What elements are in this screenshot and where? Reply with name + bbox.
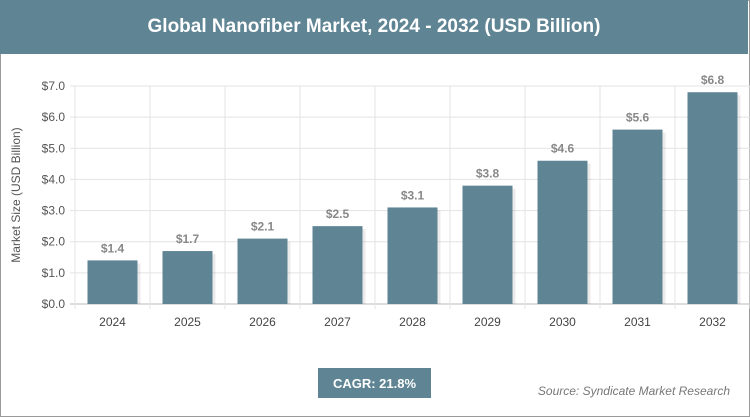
data-label: $5.6 [626, 111, 650, 125]
data-label: $1.7 [176, 232, 200, 246]
data-label: $3.8 [476, 167, 500, 181]
grid [70, 85, 750, 309]
cagr-badge: CAGR: 21.8% [318, 368, 431, 398]
source-note: Source: Syndicate Market Research [537, 384, 730, 398]
bar-2031 [612, 129, 663, 304]
y-tick-label: $4.0 [42, 172, 66, 186]
x-tick-label: 2028 [399, 315, 426, 329]
bar-2026 [237, 238, 288, 304]
bar-2027 [312, 226, 363, 304]
x-tick-label: 2026 [249, 315, 276, 329]
y-tick-label: $5.0 [42, 141, 66, 155]
y-tick-label: $1.0 [42, 266, 66, 280]
x-tick-label: 2025 [174, 315, 201, 329]
chart-title: Global Nanofiber Market, 2024 - 2032 (US… [0, 0, 748, 54]
data-label: $4.6 [551, 142, 575, 156]
y-tick-label: $2.0 [42, 235, 66, 249]
data-label: $2.1 [251, 220, 275, 234]
x-tick-label: 2027 [324, 315, 351, 329]
bar-2028 [387, 207, 438, 304]
x-tick-label: 2024 [99, 315, 126, 329]
x-tick-label: 2029 [474, 315, 501, 329]
bar-2030 [537, 160, 588, 304]
labels: $0.0 $1.0 $2.0 $3.0 $4.0 $5.0 $6.0 $7.0 $1.4 2024… [42, 73, 727, 329]
y-tick-label: $0.0 [42, 297, 66, 311]
y-tick-label: $6.0 [42, 110, 66, 124]
data-label: $1.4 [101, 241, 125, 255]
bar-2029 [462, 185, 513, 304]
x-tick-label: 2032 [699, 315, 726, 329]
bar-2024 [87, 260, 138, 304]
x-tick-label: 2031 [624, 315, 651, 329]
x-tick-label: 2030 [549, 315, 576, 329]
data-label: $6.8 [701, 73, 725, 87]
bar-2032 [687, 92, 738, 304]
y-tick-label: $7.0 [42, 79, 66, 93]
y-axis-label: Market Size (USD Billion) [9, 127, 23, 262]
data-label: $3.1 [401, 188, 425, 202]
bars [87, 92, 741, 304]
y-tick-label: $3.0 [42, 204, 66, 218]
bar-2025 [162, 251, 213, 304]
data-label: $2.5 [326, 207, 350, 221]
